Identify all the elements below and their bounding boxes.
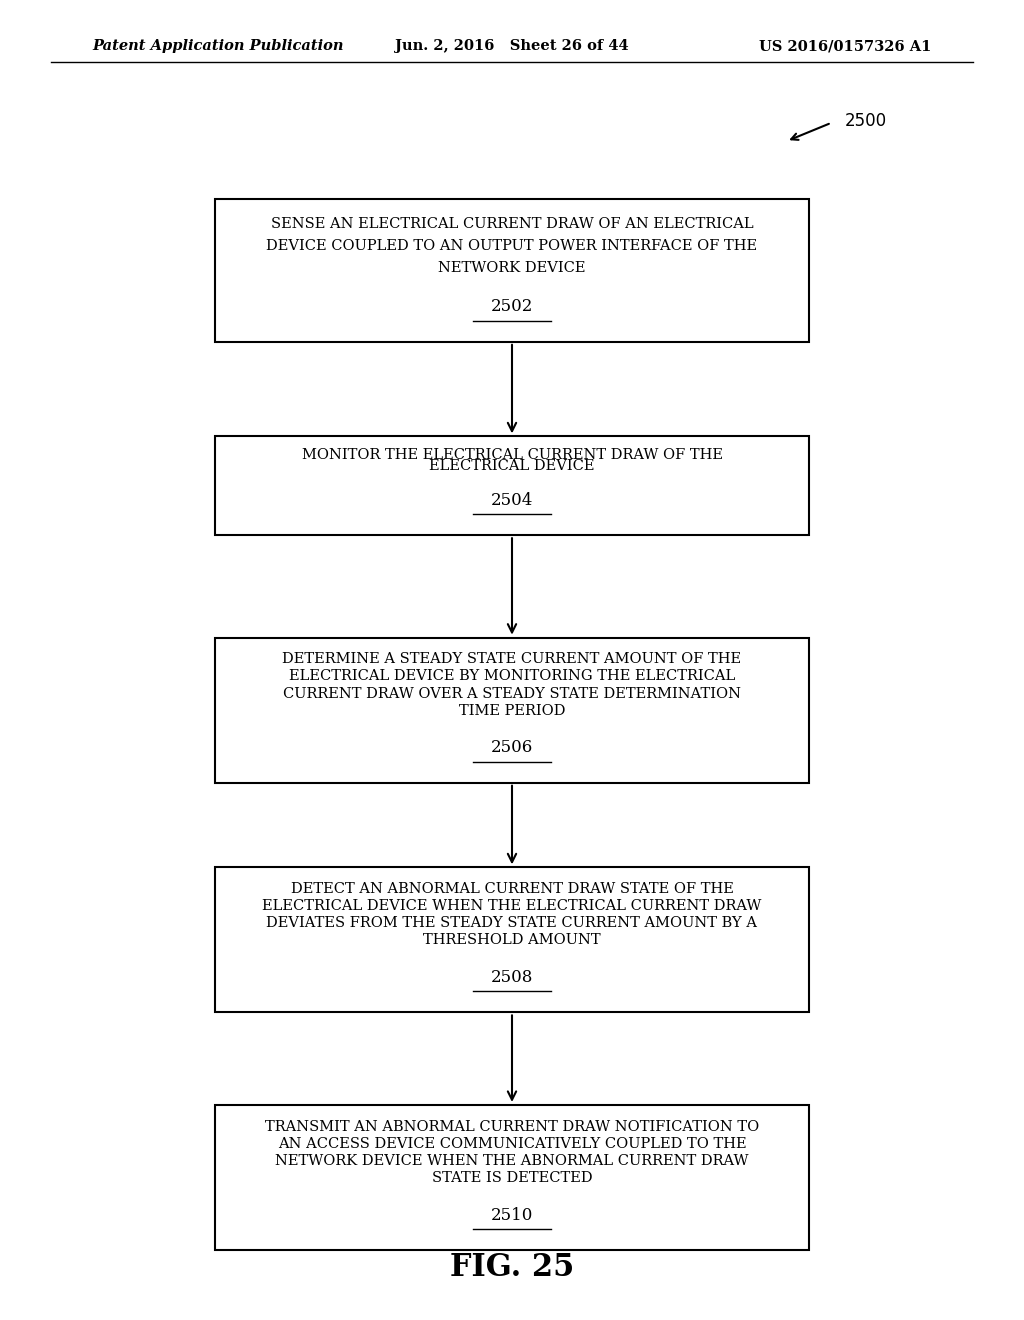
Bar (215, 638, 809, 783)
Text: 2500: 2500 (845, 112, 887, 131)
Text: 2504: 2504 (490, 492, 534, 508)
Bar (215, 1105, 809, 1250)
Text: NETWORK DEVICE: NETWORK DEVICE (438, 260, 586, 275)
Text: 2506: 2506 (490, 739, 534, 756)
Text: THRESHOLD AMOUNT: THRESHOLD AMOUNT (423, 933, 601, 948)
Text: US 2016/0157326 A1: US 2016/0157326 A1 (760, 40, 932, 53)
Text: ELECTRICAL DEVICE WHEN THE ELECTRICAL CURRENT DRAW: ELECTRICAL DEVICE WHEN THE ELECTRICAL CU… (262, 899, 762, 913)
Text: ELECTRICAL DEVICE BY MONITORING THE ELECTRICAL: ELECTRICAL DEVICE BY MONITORING THE ELEC… (289, 669, 735, 684)
Text: FIG. 25: FIG. 25 (450, 1251, 574, 1283)
Bar (215, 199, 809, 342)
Text: DETECT AN ABNORMAL CURRENT DRAW STATE OF THE: DETECT AN ABNORMAL CURRENT DRAW STATE OF… (291, 882, 733, 896)
Text: Patent Application Publication: Patent Application Publication (92, 40, 344, 53)
Bar (215, 436, 809, 536)
Text: SENSE AN ELECTRICAL CURRENT DRAW OF AN ELECTRICAL: SENSE AN ELECTRICAL CURRENT DRAW OF AN E… (270, 216, 754, 231)
Text: DEVIATES FROM THE STEADY STATE CURRENT AMOUNT BY A: DEVIATES FROM THE STEADY STATE CURRENT A… (266, 916, 758, 931)
Text: DETERMINE A STEADY STATE CURRENT AMOUNT OF THE: DETERMINE A STEADY STATE CURRENT AMOUNT … (283, 652, 741, 667)
Text: MONITOR THE ELECTRICAL CURRENT DRAW OF THE: MONITOR THE ELECTRICAL CURRENT DRAW OF T… (301, 447, 723, 462)
Text: 2502: 2502 (490, 298, 534, 315)
Text: STATE IS DETECTED: STATE IS DETECTED (432, 1171, 592, 1185)
Text: AN ACCESS DEVICE COMMUNICATIVELY COUPLED TO THE: AN ACCESS DEVICE COMMUNICATIVELY COUPLED… (278, 1137, 746, 1151)
Text: CURRENT DRAW OVER A STEADY STATE DETERMINATION: CURRENT DRAW OVER A STEADY STATE DETERMI… (283, 686, 741, 701)
Text: TRANSMIT AN ABNORMAL CURRENT DRAW NOTIFICATION TO: TRANSMIT AN ABNORMAL CURRENT DRAW NOTIFI… (265, 1119, 759, 1134)
Text: 2508: 2508 (490, 969, 534, 986)
Text: TIME PERIOD: TIME PERIOD (459, 704, 565, 718)
Text: 2510: 2510 (490, 1206, 534, 1224)
Bar (215, 867, 809, 1012)
Text: Jun. 2, 2016   Sheet 26 of 44: Jun. 2, 2016 Sheet 26 of 44 (395, 40, 629, 53)
Text: DEVICE COUPLED TO AN OUTPUT POWER INTERFACE OF THE: DEVICE COUPLED TO AN OUTPUT POWER INTERF… (266, 239, 758, 252)
Text: ELECTRICAL DEVICE: ELECTRICAL DEVICE (429, 459, 595, 474)
Text: NETWORK DEVICE WHEN THE ABNORMAL CURRENT DRAW: NETWORK DEVICE WHEN THE ABNORMAL CURRENT… (275, 1154, 749, 1168)
